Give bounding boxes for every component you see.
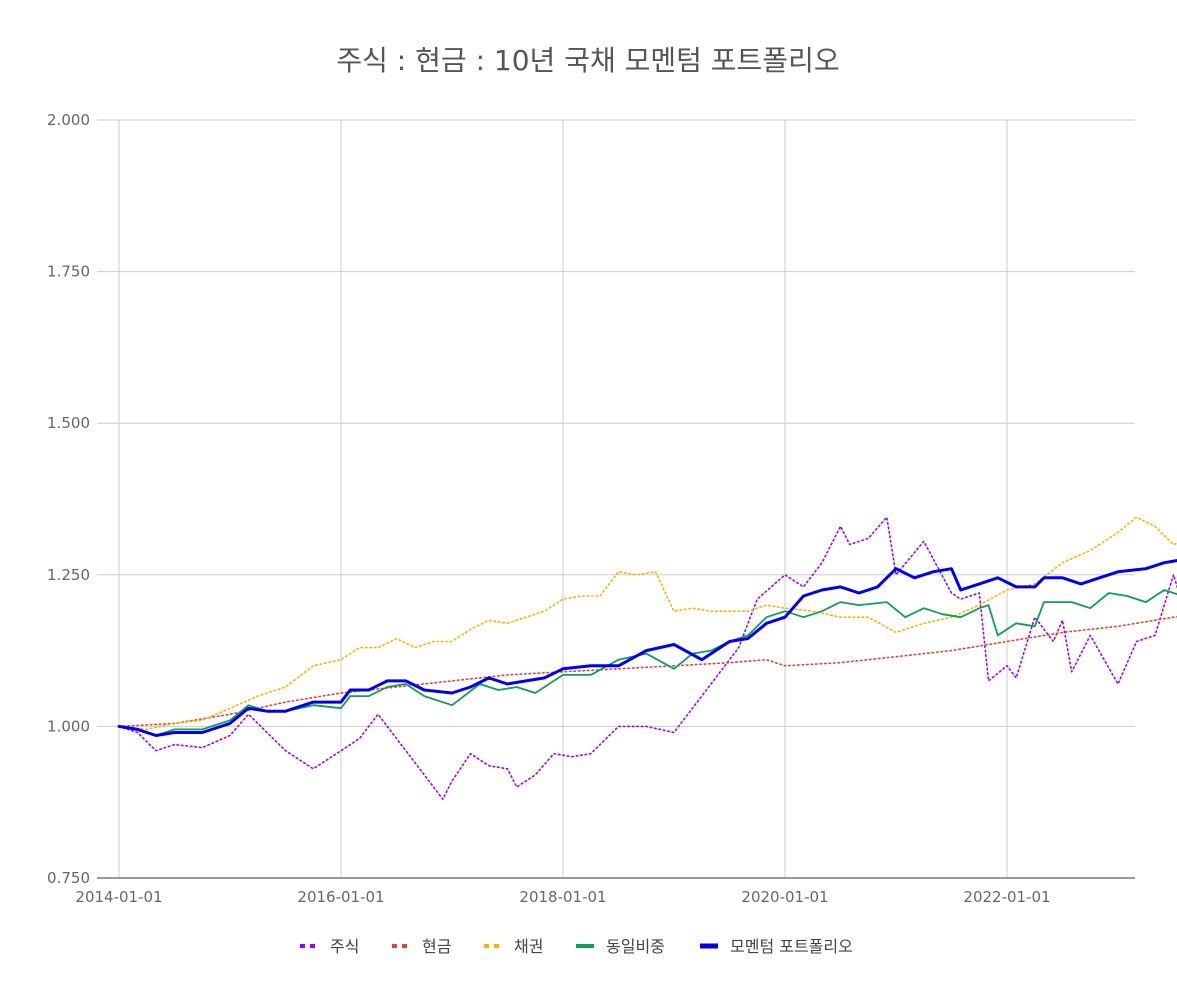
legend-label: 모멘텀 포트폴리오: [730, 937, 853, 956]
y-tick-label: 1.500: [47, 414, 90, 432]
y-axis: 0.750 1.000 1.250 1.500 1.750 2.000: [47, 111, 90, 887]
y-tick-label: 1.750: [47, 263, 90, 281]
x-tick-label: 2020-01-01: [741, 888, 828, 906]
y-tick-label: 1.000: [47, 717, 90, 735]
series-line-1: [118, 616, 1177, 728]
chart-title: 주식 : 현금 : 10년 국채 모멘텀 포트폴리오: [336, 44, 839, 77]
legend-item: 주식: [300, 937, 359, 956]
series-layer: [117, 516, 1177, 801]
y-tick-label: 1.250: [47, 566, 90, 584]
legend-item: 모멘텀 포트폴리오: [700, 937, 853, 956]
x-tick-label: 2014-01-01: [75, 888, 162, 906]
x-tick-label: 2018-01-01: [519, 888, 606, 906]
legend-label: 채권: [514, 937, 543, 956]
series-line-0: [118, 516, 1177, 801]
grid: [97, 119, 1135, 879]
legend-item: 채권: [484, 937, 543, 956]
x-axis: 2014-01-01 2016-01-01 2018-01-01 2020-01-01…: [75, 888, 1050, 906]
series-line-3: [118, 589, 1177, 737]
x-tick-label: 2016-01-01: [297, 888, 384, 906]
legend-item: 동일비중: [576, 937, 665, 956]
legend-label: 현금: [422, 937, 451, 956]
y-tick-label: 2.000: [47, 111, 90, 129]
series-line-4: [117, 559, 1177, 737]
legend-item: 현금: [392, 937, 451, 956]
legend: 주식 현금 채권 동일비중 모멘텀 포트폴리오: [300, 937, 853, 956]
series-line-2: [118, 516, 1177, 731]
legend-label: 동일비중: [606, 937, 665, 956]
legend-label: 주식: [330, 937, 359, 956]
y-tick-label: 0.750: [47, 869, 90, 887]
x-tick-label: 2022-01-01: [963, 888, 1050, 906]
